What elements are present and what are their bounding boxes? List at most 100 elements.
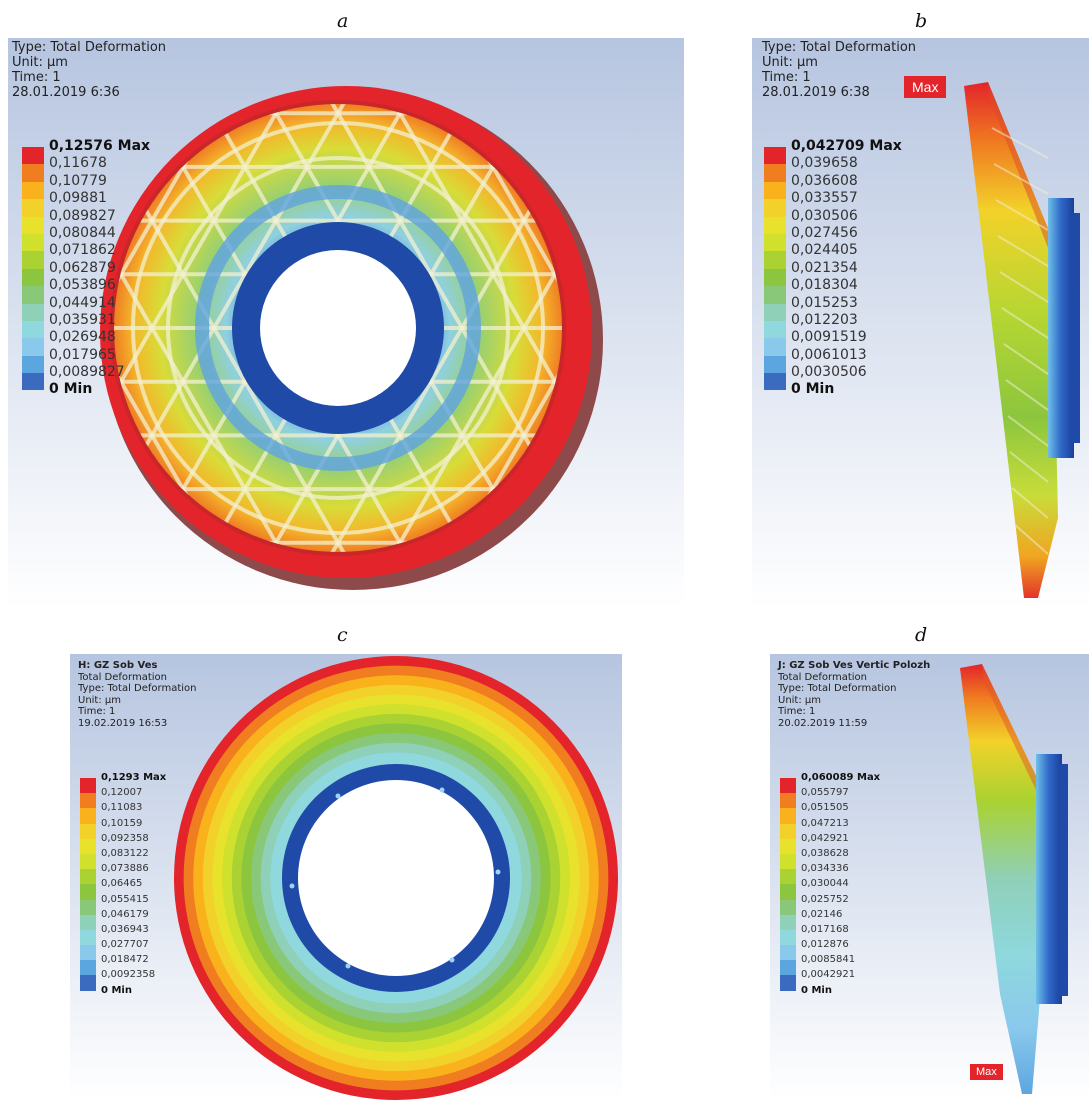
- info-line: Type: Total Deformation: [12, 40, 167, 55]
- legend-entry: 0,09881: [22, 190, 222, 217]
- legend-entry: 0,11083: [80, 800, 280, 824]
- legend-value: 0,0089827: [49, 364, 125, 381]
- legend-entry: 0,024405: [764, 242, 964, 269]
- legend-swatch: [80, 884, 96, 900]
- legend-value: 0,06465: [101, 878, 143, 890]
- legend-entry: 0,0091519: [764, 329, 964, 356]
- legend-entry: 0,012203: [764, 311, 964, 339]
- legend-entry: 0,047213: [780, 816, 980, 839]
- legend-swatch: [80, 793, 96, 809]
- legend-swatch: [764, 268, 786, 287]
- info-line: Unit: µm: [78, 694, 122, 706]
- legend-entry: 0,021354: [764, 260, 964, 287]
- info-line: Unit: µm: [12, 55, 68, 71]
- legend-value: 0,083122: [101, 847, 149, 859]
- legend-swatch: [80, 975, 96, 991]
- legend-swatch: [780, 884, 796, 900]
- legend-value: 0,017965: [49, 346, 116, 363]
- legend-value: 0,044914: [49, 294, 116, 311]
- info-line: Type: Total Deformation: [78, 683, 197, 695]
- legend-swatch: [780, 929, 796, 946]
- legend-entry: 0,046179: [80, 907, 280, 930]
- legend-value: 0,060089 Max: [801, 772, 881, 783]
- legend-entry: 0,060089 Max: [780, 770, 980, 794]
- legend-value: 0,11083: [101, 802, 143, 814]
- legend-swatch: [764, 286, 786, 304]
- legend-entry: 0,055797: [780, 785, 980, 809]
- legend-swatch: [764, 233, 786, 252]
- legend-swatch: [780, 899, 796, 915]
- legend-entry: 0,0089827: [22, 364, 222, 391]
- legend-swatch: [764, 181, 786, 200]
- legend-entry: 0,083122: [80, 846, 280, 870]
- info-line: 20.02.2019 11:59: [778, 717, 868, 729]
- legend-entry: 0,034336: [780, 861, 980, 885]
- legend-entry: 0,017168: [780, 922, 980, 946]
- panel-c-legend: 0,1293 Max 0,12007 0,11083 0,10159 0,092358 0…: [80, 770, 280, 998]
- legend-entry: 0,10779: [22, 173, 222, 200]
- legend-swatch: [764, 216, 786, 234]
- legend-swatch: [80, 960, 96, 976]
- info-line: Time: 1: [778, 706, 816, 718]
- legend-value: 0,026948: [49, 329, 116, 346]
- legend-entry: 0,0042921: [780, 967, 980, 991]
- legend-value: 0,02146: [801, 908, 843, 920]
- legend-value: 0,071862: [49, 242, 116, 259]
- legend-value: 0,12576 Max: [49, 138, 151, 154]
- legend-value: 0,024405: [791, 242, 858, 259]
- legend-value: 0,080844: [49, 224, 116, 241]
- panel-b-legend: 0,042709 Max 0,039658 0,036608 0,033557 0,03…: [764, 138, 964, 399]
- legend-swatch: [780, 838, 796, 854]
- info-line: J: GZ Sob Ves Vertic Polozh: [778, 660, 931, 671]
- panel-a-letter: a: [337, 10, 349, 32]
- legend-value: 0,039658: [791, 155, 858, 172]
- legend-swatch: [22, 303, 44, 321]
- legend-swatch: [764, 338, 786, 356]
- legend-swatch: [80, 899, 96, 915]
- legend-value: 0,042709 Max: [791, 138, 902, 154]
- legend-entry: 0,027456: [764, 225, 964, 252]
- legend-value: 0,038628: [801, 847, 849, 859]
- legend-swatch: [780, 808, 796, 824]
- legend-swatch: [22, 251, 44, 269]
- legend-value: 0,035931: [49, 311, 116, 328]
- panel-d-info: J: GZ Sob Ves Vertic Polozh Total Deform…: [778, 660, 930, 730]
- legend-value: 0,017168: [801, 923, 849, 935]
- legend-entry: 0,1293 Max: [80, 770, 280, 794]
- legend-value: 0,073886: [101, 863, 149, 875]
- panel-a-front-view: Type: Total Deformation Unit: µm Time: 1…: [8, 38, 684, 608]
- legend-entry: 0,11678: [22, 155, 222, 182]
- legend-entry: 0,055415: [80, 892, 280, 915]
- legend-entry: 0,080844: [22, 224, 222, 252]
- legend-entry: 0,036608: [764, 173, 964, 200]
- legend-value: 0,051505: [801, 802, 849, 814]
- info-line: Time: 1: [78, 706, 116, 718]
- panel-a-info: Type: Total Deformation Unit: µm Time: 1…: [12, 40, 166, 100]
- panel-c-info: H: GZ Sob Ves Total Deformation Type: To…: [78, 660, 197, 730]
- legend-value: 0,015253: [791, 294, 858, 311]
- legend-swatch: [22, 320, 44, 339]
- legend-swatch: [80, 808, 96, 824]
- legend-entry: 0,053896: [22, 277, 222, 304]
- panel-b-side-view: Max Type: Total Deformation Unit: µm Tim…: [752, 38, 1089, 608]
- legend-entry: 0,017965: [22, 346, 222, 374]
- legend-entry: 0,0030506: [764, 364, 964, 391]
- info-line: Unit: µm: [762, 55, 818, 71]
- legend-entry: 0,073886: [80, 861, 280, 885]
- legend-swatch: [764, 303, 786, 321]
- legend-value: 0,0061013: [791, 346, 867, 363]
- legend-swatch: [764, 199, 786, 217]
- legend-value: 0,055797: [801, 787, 849, 799]
- legend-value: 0,012203: [791, 311, 858, 328]
- legend-value: 0,092358: [101, 832, 149, 844]
- legend-entry: 0,092358: [80, 831, 280, 854]
- legend-value: 0 Min: [101, 984, 132, 996]
- legend-value: 0,042921: [801, 832, 849, 844]
- legend-value: 0,1293 Max: [101, 772, 167, 783]
- legend-swatch: [22, 233, 44, 252]
- legend-swatch: [22, 338, 44, 356]
- legend-swatch: [22, 268, 44, 287]
- legend-entry: 0 Min: [22, 381, 222, 398]
- legend-entry: 0,10159: [80, 816, 280, 839]
- info-line: Total Deformation: [78, 671, 167, 683]
